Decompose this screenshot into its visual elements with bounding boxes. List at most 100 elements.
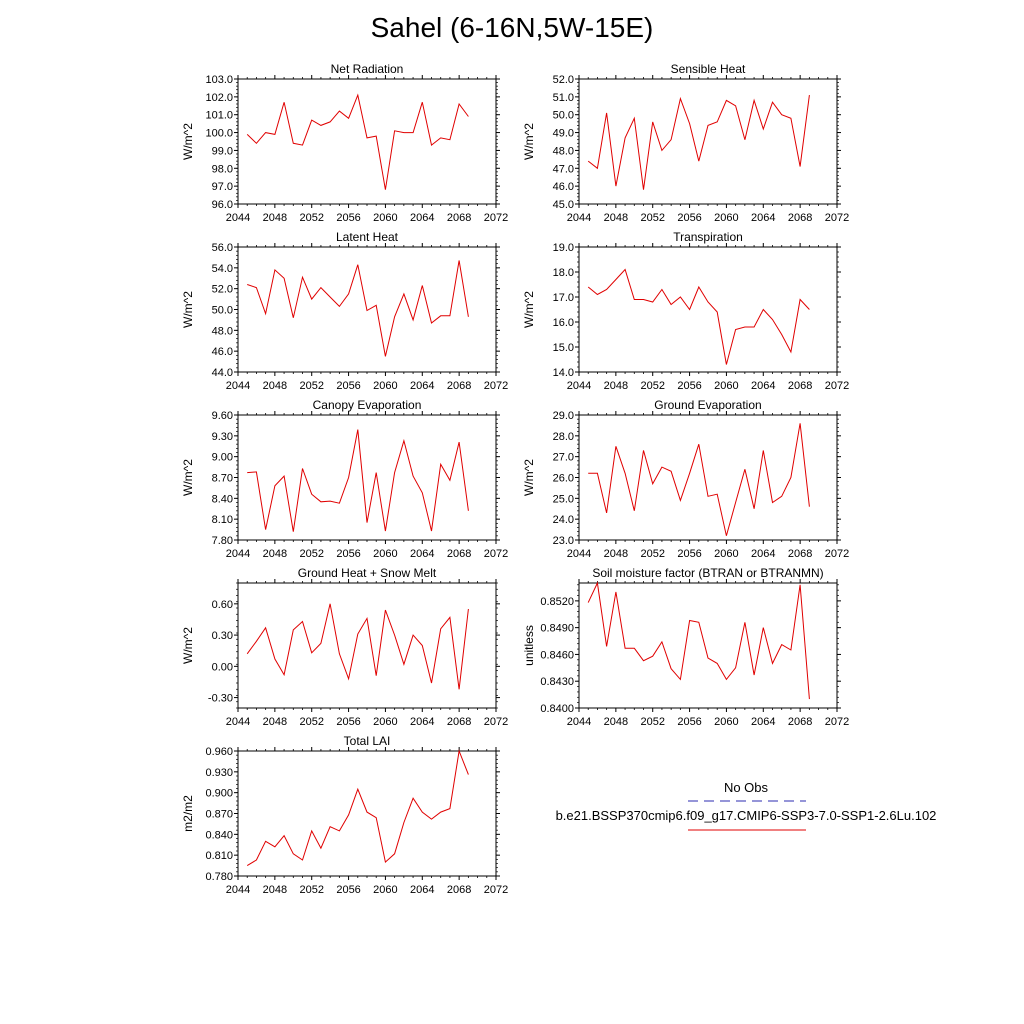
y-tick-label: 0.8430 (540, 676, 574, 688)
x-tick-label: 2068 (447, 380, 471, 392)
x-tick-label: 2056 (677, 212, 701, 224)
x-tick-label: 2056 (677, 380, 701, 392)
x-tick-label: 2064 (751, 212, 775, 224)
y-tick-label: 0.8490 (540, 623, 574, 635)
y-tick-label: 98.0 (212, 163, 233, 175)
y-tick-label: 18.0 (553, 267, 574, 279)
figure-title: Sahel (6-16N,5W-15E) (370, 12, 654, 43)
x-tick-label: 2044 (226, 212, 250, 224)
x-tick-label: 2060 (714, 380, 738, 392)
x-tick-label: 2044 (567, 548, 591, 560)
legend-obs-label: No Obs (724, 780, 769, 795)
y-axis-label: W/m^2 (522, 291, 536, 328)
x-tick-label: 2052 (640, 716, 664, 728)
x-tick-label: 2072 (484, 380, 508, 392)
chart-title: Ground Heat + Snow Melt (298, 566, 437, 580)
y-tick-label: 44.0 (212, 367, 233, 379)
y-tick-label: 51.0 (553, 92, 574, 104)
y-tick-label: 29.0 (553, 410, 574, 422)
x-tick-label: 2048 (263, 548, 287, 560)
y-tick-label: 9.60 (212, 410, 233, 422)
x-tick-label: 2064 (410, 380, 434, 392)
x-tick-label: 2048 (604, 716, 628, 728)
y-axis-label: W/m^2 (522, 459, 536, 496)
series-line (247, 260, 469, 357)
y-tick-label: 50.0 (553, 110, 574, 122)
x-tick-label: 2064 (410, 884, 434, 896)
x-tick-label: 2044 (567, 716, 591, 728)
y-tick-label: 0.900 (205, 788, 233, 800)
x-tick-label: 2068 (788, 716, 812, 728)
x-tick-label: 2072 (484, 212, 508, 224)
plot-frame (237, 750, 497, 877)
plot-frame (578, 78, 838, 205)
x-tick-label: 2064 (751, 548, 775, 560)
chart-panel-4: Transpiration W/m^2 2044 2048 2052 2056 2060 20… (522, 230, 849, 392)
y-tick-label: 0.870 (205, 809, 233, 821)
y-axis-label: W/m^2 (181, 291, 195, 328)
y-tick-label: 100.0 (205, 128, 233, 140)
y-tick-label: 8.70 (212, 473, 233, 485)
y-tick-label: 0.840 (205, 829, 233, 841)
x-tick-label: 2052 (299, 212, 323, 224)
y-tick-label: 16.0 (553, 317, 574, 329)
x-tick-label: 2060 (373, 884, 397, 896)
y-tick-label: 0.780 (205, 871, 233, 883)
series-line (587, 581, 810, 700)
y-tick-label: 103.0 (205, 74, 233, 86)
y-tick-label: 54.0 (212, 263, 233, 275)
y-tick-label: 0.960 (205, 746, 233, 758)
chart-panel-1: Net Radiation W/m^2 2044 2048 2052 2056 2060 20… (181, 62, 508, 224)
y-tick-label: 56.0 (212, 242, 233, 254)
x-tick-label: 2044 (567, 212, 591, 224)
x-tick-label: 2048 (263, 212, 287, 224)
y-tick-label: 14.0 (553, 367, 574, 379)
y-tick-label: -0.30 (208, 693, 233, 705)
chart-panel-3: Latent Heat W/m^2 2044 2048 2052 2056 2060 2064… (181, 230, 508, 392)
y-tick-label: 47.0 (553, 163, 574, 175)
chart-title: Canopy Evaporation (313, 398, 422, 412)
x-tick-label: 2056 (677, 548, 701, 560)
y-tick-label: 0.8460 (540, 649, 574, 661)
x-tick-label: 2064 (410, 212, 434, 224)
y-tick-label: 17.0 (553, 292, 574, 304)
y-axis-label: W/m^2 (181, 627, 195, 664)
x-tick-label: 2072 (825, 380, 849, 392)
y-tick-label: 48.0 (212, 325, 233, 337)
y-tick-label: 8.40 (212, 493, 233, 505)
y-tick-label: 50.0 (212, 305, 233, 317)
x-tick-label: 2060 (373, 380, 397, 392)
y-tick-label: 97.0 (212, 181, 233, 193)
chart-panel-5: Canopy Evaporation W/m^2 2044 2048 2052 2056 2… (181, 398, 508, 560)
x-tick-label: 2068 (447, 548, 471, 560)
x-tick-label: 2072 (484, 716, 508, 728)
x-tick-label: 2068 (447, 884, 471, 896)
y-tick-label: 7.80 (212, 535, 233, 547)
y-tick-label: 24.0 (553, 514, 574, 526)
y-tick-label: 46.0 (553, 181, 574, 193)
legend: No Obs b.e21.BSSP370cmip6.f09_g17.CMIP6-S… (556, 780, 937, 831)
series-line (247, 429, 469, 532)
x-tick-label: 2052 (299, 548, 323, 560)
x-tick-label: 2064 (410, 716, 434, 728)
chart-title: Latent Heat (336, 230, 399, 244)
y-tick-label: 23.0 (553, 535, 574, 547)
x-tick-label: 2068 (447, 212, 471, 224)
x-tick-label: 2060 (373, 212, 397, 224)
chart-title: Soil moisture factor (BTRAN or BTRANMN) (592, 566, 823, 580)
x-tick-label: 2052 (640, 548, 664, 560)
y-tick-label: 48.0 (553, 145, 574, 157)
plot-frame (237, 582, 497, 709)
y-axis-label: W/m^2 (522, 123, 536, 160)
series-line (246, 93, 469, 190)
chart-panel-9: Total LAI m2/m2 2044 2048 2052 2056 2060 2064 20… (181, 734, 508, 896)
x-tick-label: 2052 (299, 716, 323, 728)
chart-title: Ground Evaporation (654, 398, 761, 412)
legend-model-label: b.e21.BSSP370cmip6.f09_g17.CMIP6-SSP3-7.… (556, 808, 937, 823)
chart-panel-2: Sensible Heat W/m^2 2044 2048 2052 2056 2060 20… (522, 62, 849, 224)
x-tick-label: 2044 (567, 380, 591, 392)
x-tick-label: 2072 (484, 548, 508, 560)
x-tick-label: 2068 (788, 380, 812, 392)
x-tick-label: 2068 (788, 212, 812, 224)
